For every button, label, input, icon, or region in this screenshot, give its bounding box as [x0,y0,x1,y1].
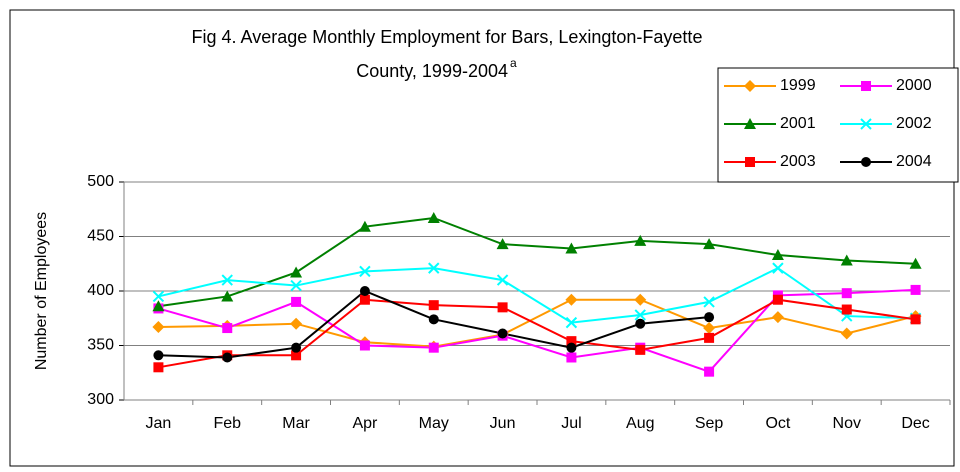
legend-label: 2001 [780,115,816,132]
marker [704,312,715,323]
marker [704,366,715,377]
marker [290,279,302,292]
marker [703,238,716,250]
x-tick-label: Oct [765,415,790,432]
marker [152,290,165,303]
marker [840,327,853,340]
marker [153,362,164,373]
marker [909,257,922,269]
marker [634,293,647,306]
marker [566,336,577,347]
marker [744,118,756,129]
marker [861,81,871,91]
x-tick-label: Jan [146,415,172,432]
marker [566,352,577,363]
marker [359,340,370,351]
marker [861,157,871,167]
y-tick-label: 400 [87,282,114,299]
marker [744,80,756,92]
marker [840,254,853,266]
marker [772,262,784,274]
marker [428,342,439,353]
marker [565,316,578,329]
marker [565,293,578,306]
legend-label: 2000 [896,77,932,94]
marker [428,300,439,311]
marker [703,322,716,335]
marker [291,296,302,307]
legend-label: 1999 [780,77,816,94]
marker [745,157,755,167]
marker [771,249,784,261]
series-line [158,298,916,348]
series-line [158,266,916,324]
chart-title: Fig 4. Average Monthly Employment for Ba… [192,27,703,47]
marker [427,211,440,223]
x-tick-label: Jun [490,415,516,432]
marker [153,350,164,361]
marker [291,342,302,353]
marker [634,309,646,321]
legend-label: 2002 [896,115,932,132]
x-tick-label: Apr [352,415,378,432]
marker [359,294,370,305]
marker [221,274,233,286]
y-tick-label: 350 [87,337,114,354]
series-line [158,288,916,373]
marker [910,314,921,325]
marker [635,318,646,329]
marker [222,352,233,363]
marker [910,284,921,295]
x-tick-label: Aug [626,415,654,432]
marker [428,262,440,274]
marker [152,320,165,333]
legend-label: 2003 [780,153,816,170]
marker [290,266,303,278]
marker [703,296,715,308]
marker [497,302,508,313]
marker [635,344,646,355]
marker [496,274,509,286]
y-tick-label: 300 [87,391,114,408]
marker [704,332,715,343]
marker [565,242,578,254]
y-tick-label: 500 [87,173,114,190]
y-axis-label: Number of Employees [33,212,50,370]
marker [222,323,233,334]
marker [497,328,508,339]
marker [359,265,371,278]
marker [496,238,509,250]
marker [359,286,370,296]
marker [772,294,783,305]
marker [841,304,852,315]
marker [152,300,165,312]
x-tick-label: Mar [282,415,310,432]
legend-label: 2004 [896,153,932,170]
marker [566,342,577,353]
x-tick-label: May [419,415,449,432]
title-superscript: a [510,56,517,70]
chart-title: County, 1999-2004 [356,61,508,81]
marker [860,118,872,130]
marker [841,288,852,299]
marker [358,220,371,232]
marker [221,290,234,302]
x-tick-label: Sep [695,415,724,432]
marker [291,350,302,361]
marker [634,234,647,246]
marker [428,314,439,325]
marker [771,311,784,324]
x-tick-label: Feb [213,415,241,432]
y-tick-label: 450 [87,228,114,245]
series-line [158,298,916,369]
x-tick-label: Dec [901,415,929,432]
series-line [158,216,916,308]
x-tick-label: Nov [833,415,861,432]
marker [290,317,303,330]
x-tick-label: Jul [561,415,581,432]
